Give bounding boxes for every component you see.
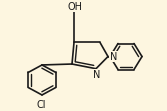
Text: N: N: [110, 52, 117, 61]
Text: N: N: [93, 70, 101, 80]
Text: Cl: Cl: [36, 100, 46, 110]
Text: OH: OH: [67, 2, 82, 12]
